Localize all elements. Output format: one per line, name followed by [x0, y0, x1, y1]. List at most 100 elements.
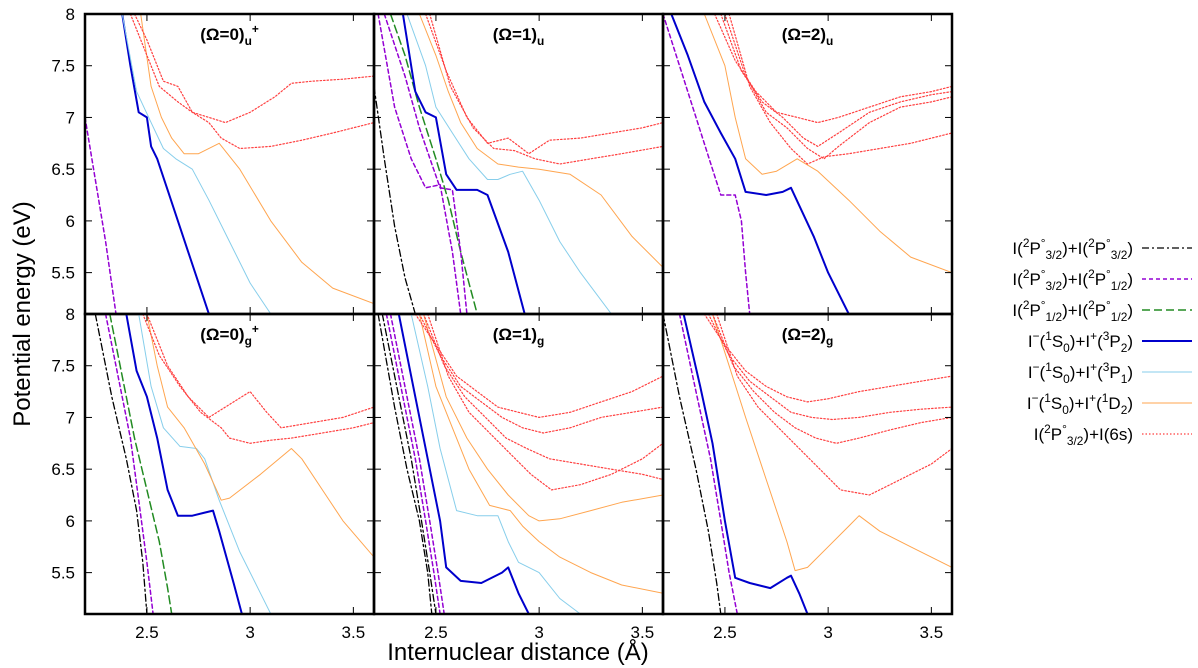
- legend-label-part: I(: [1012, 301, 1023, 320]
- legend-label-part: (: [1039, 394, 1045, 413]
- legend-label-part: (: [1097, 332, 1103, 351]
- panel-title-part: g: [537, 334, 544, 348]
- legend-label-part: 2: [1088, 236, 1095, 250]
- curve-ip2: [401, 14, 526, 314]
- legend-label-part: S: [1051, 394, 1062, 413]
- panel-title-part: u: [826, 34, 833, 48]
- curve-ry: [703, 314, 952, 403]
- legend-label-part: P: [1029, 270, 1040, 289]
- legend-label-part: I: [1027, 394, 1032, 413]
- curve-gb: [85, 116, 117, 314]
- curve-ga: [374, 85, 416, 314]
- panel-title-part: g: [245, 334, 252, 348]
- legend-label-part: +: [1090, 360, 1097, 374]
- curve-ry: [724, 14, 952, 160]
- legend-label-part: 1/2: [1111, 279, 1128, 293]
- legend-label-part: +: [1089, 391, 1096, 405]
- panel-4: 2.5 3 3.5 5.5 6 6.5 7 7.5 8 (Ω=0)g+: [51, 305, 376, 642]
- curve-gb: [385, 314, 441, 614]
- y-tick-label: 7.5: [51, 357, 75, 376]
- curve-ry: [427, 314, 663, 491]
- legend: I(2P°3/2)+I(2P°3/2)I(2P°3/2)+I(2P°1/2)I(…: [1012, 236, 1192, 448]
- legend-label-part: I(: [1012, 270, 1023, 289]
- panel-title: (Ω=0)u+: [200, 22, 259, 48]
- y-tick-label: 6: [66, 212, 75, 231]
- curve-id2: [703, 14, 952, 274]
- panel-title: (Ω=1)g: [493, 325, 545, 348]
- panel-2: (Ω=1)u: [372, 12, 665, 316]
- panel-title-part: u: [537, 34, 544, 48]
- curve-ip2: [125, 314, 243, 614]
- y-tick-label: 7: [66, 408, 75, 427]
- legend-label-part: 1: [1044, 391, 1051, 405]
- legend-label-part: °: [1041, 267, 1046, 281]
- curve-ry: [418, 314, 663, 434]
- legend-entry: I−(1S0)+I+(3P2): [1028, 329, 1192, 355]
- panel-curves: [374, 14, 663, 314]
- legend-label-part: P: [1029, 239, 1040, 258]
- legend-label-part: 0: [1063, 372, 1070, 386]
- panel-title-part: +: [252, 322, 259, 336]
- panel-frame: [372, 312, 665, 616]
- panel-curves: [85, 14, 374, 314]
- curve-gc: [109, 314, 173, 614]
- legend-label: I(2P°3/2)+I(6s): [1034, 422, 1133, 448]
- legend-label-part: 0: [1062, 403, 1069, 417]
- legend-entry: I−(1S0)+I+(3P1): [1028, 360, 1192, 386]
- legend-label-part: S: [1052, 363, 1063, 382]
- legend-label-part: 0: [1063, 341, 1070, 355]
- legend-label-part: −: [1033, 329, 1040, 343]
- legend-label-part: 3: [1103, 329, 1110, 343]
- legend-label-part: 2: [1088, 267, 1095, 281]
- legend-label-part: 2: [1121, 403, 1128, 417]
- panel-title-part: u: [245, 34, 252, 48]
- curve-ip2: [121, 14, 210, 314]
- legend-label-part: °: [1041, 236, 1046, 250]
- panel-title-part: +: [252, 22, 259, 36]
- y-axis-title: Potential energy (eV): [9, 201, 36, 426]
- panel-title-part: (Ω=0): [200, 25, 244, 44]
- legend-entry: I(2P°3/2)+I(2P°3/2): [1012, 236, 1192, 262]
- y-tick-label: 6: [66, 512, 75, 531]
- curve-ry: [133, 14, 374, 124]
- panel-curves: [663, 314, 952, 614]
- curve-ry: [146, 314, 374, 429]
- legend-label-part: D: [1108, 394, 1120, 413]
- curve-ry: [711, 314, 952, 444]
- legend-label: I(2P°3/2)+I(2P°1/2): [1012, 267, 1133, 293]
- legend-label-part: 3/2: [1046, 248, 1063, 262]
- legend-label-part: °: [1041, 298, 1046, 312]
- legend-label-part: )+I: [1070, 332, 1090, 351]
- curve-ga: [381, 314, 437, 614]
- panel-title: (Ω=2)g: [782, 325, 834, 348]
- legend-label-part: )+I(: [1062, 239, 1088, 258]
- legend-label-part: (: [1097, 363, 1103, 382]
- legend-label-part: 2: [1023, 236, 1030, 250]
- legend-label-part: )+I(: [1062, 270, 1088, 289]
- legend-label-part: I(: [1034, 425, 1045, 444]
- curve-gc: [389, 14, 478, 314]
- curve-ip2: [670, 14, 850, 314]
- legend-entry: I(2P°1/2)+I(2P°1/2): [1012, 298, 1192, 324]
- legend-label-part: °: [1106, 298, 1111, 312]
- legend-label-part: 3: [1103, 360, 1110, 374]
- x-tick-label: 2.5: [424, 623, 448, 642]
- curve-ip2: [682, 314, 809, 614]
- legend-label-part: °: [1062, 422, 1067, 436]
- legend-label-part: I: [1028, 332, 1033, 351]
- legend-label-part: )+I(6s): [1083, 425, 1133, 444]
- curve-id2: [423, 314, 663, 522]
- legend-label-part: P: [1095, 239, 1106, 258]
- curve-ip1: [406, 14, 612, 314]
- legend-label-part: P: [1095, 301, 1106, 320]
- legend-label: I(2P°3/2)+I(2P°3/2): [1012, 236, 1133, 262]
- legend-label-part: P: [1109, 363, 1120, 382]
- legend-entry: I(2P°3/2)+I(6s): [1034, 422, 1192, 448]
- panel-title-part: g: [826, 334, 833, 348]
- legend-label-part: I(: [1012, 239, 1023, 258]
- legend-entry: I−(1S0)+I+(1D2): [1027, 391, 1192, 417]
- legend-label-part: ): [1127, 239, 1133, 258]
- legend-label-part: )+I(: [1062, 301, 1088, 320]
- x-tick-label: 2.5: [713, 623, 737, 642]
- curve-id2: [140, 14, 374, 305]
